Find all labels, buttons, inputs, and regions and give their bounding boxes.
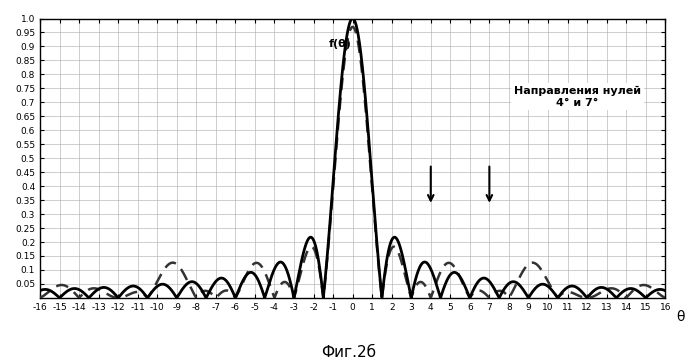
Text: f(θ): f(θ)	[329, 39, 352, 49]
Text: θ: θ	[676, 310, 685, 325]
Text: Фиг.2б: Фиг.2б	[322, 345, 376, 360]
Text: Направления нулей
4° и 7°: Направления нулей 4° и 7°	[514, 86, 641, 108]
